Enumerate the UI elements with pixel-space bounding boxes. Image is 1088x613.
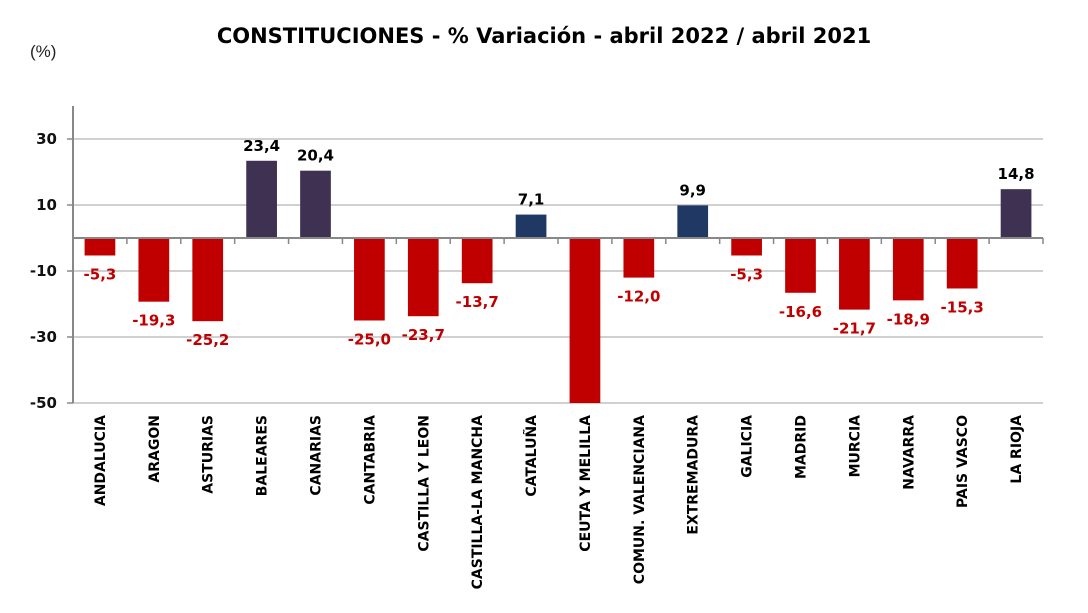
bar [84, 238, 116, 256]
data-label: -18,9 [887, 310, 930, 328]
bar [785, 238, 816, 293]
x-tick-label: CANARIAS [309, 415, 325, 496]
y-tick-label: -50 [30, 394, 57, 412]
bar [138, 238, 170, 302]
data-label: -5,3 [84, 265, 117, 283]
bar [623, 238, 655, 278]
data-label: -25,0 [348, 331, 391, 349]
x-tick-label: BALEARES [255, 415, 271, 496]
x-tick-label: ANDALUCIA [93, 415, 109, 506]
y-tick-label: 30 [36, 130, 57, 148]
bar [677, 205, 709, 238]
x-tick-label: GALICIA [740, 415, 756, 478]
y-axis-unit-label: (%) [30, 42, 56, 61]
data-labels: -5,3 -19,3 -25,2 23,4 20,4 -25,0 -23,7 -13,7 7,1… [84, 137, 1035, 349]
data-label: -25,2 [186, 331, 229, 349]
bar [569, 238, 601, 403]
data-label: 9,9 [679, 181, 706, 199]
data-label: 20,4 [297, 147, 334, 165]
bar [192, 238, 224, 322]
x-tick-label: CASTILLA Y LEON [416, 415, 432, 552]
bar [731, 238, 762, 256]
y-axis-ticks: 30 10 -10 -30 -50 [30, 130, 73, 412]
x-tick-label: ARAGON [147, 415, 163, 483]
x-tick-label: MADRID [794, 415, 810, 479]
bar [300, 170, 331, 238]
x-tick-label: CEUTA Y MELILLA [578, 415, 594, 552]
bar [407, 238, 439, 317]
gridlines [73, 138, 1043, 404]
data-label: 23,4 [243, 137, 280, 155]
data-label: -19,3 [132, 312, 175, 330]
data-label: -12,0 [617, 288, 660, 306]
bar [515, 214, 547, 238]
bars [84, 160, 1032, 403]
y-tick-label: 10 [36, 196, 57, 214]
bar [354, 238, 385, 321]
data-label: -21,7 [833, 320, 876, 338]
data-label: -16,6 [779, 303, 822, 321]
x-tick-label: COMUN. VALENCIANA [632, 415, 648, 584]
bar [892, 238, 924, 301]
x-tick-label: LA RIOJA [1009, 415, 1025, 484]
axes [72, 106, 1044, 403]
x-tick-label: NAVARRA [901, 415, 917, 490]
bar [839, 238, 870, 310]
data-label: -5,3 [730, 265, 763, 283]
bar [246, 160, 277, 238]
data-label: -23,7 [402, 326, 445, 344]
x-tick-label: CASTILLA-LA MANCHA [470, 415, 486, 590]
y-tick-label: -10 [30, 262, 57, 280]
x-tick-label: ASTURIAS [201, 415, 217, 494]
bar [461, 238, 493, 284]
x-axis-tick-labels: ANDALUCIA ARAGON ASTURIAS BALEARES CANARIAS C… [93, 415, 1025, 590]
x-tick-label: EXTREMADURA [686, 415, 702, 535]
data-label: 7,1 [518, 191, 545, 209]
data-label: -13,7 [456, 293, 499, 311]
x-tick-label: CANTABRIA [362, 415, 378, 505]
chart-title: CONSTITUCIONES - % Variación - abril 202… [217, 24, 871, 48]
x-tick-label: MURCIA [847, 415, 863, 478]
data-label: 14,8 [998, 165, 1035, 183]
x-tick-label: PAIS VASCO [955, 415, 971, 508]
x-tick-label: CATALUÑA [523, 415, 540, 497]
data-label: -15,3 [941, 298, 984, 316]
y-tick-label: -30 [30, 328, 57, 346]
bar [946, 238, 978, 289]
bar [1000, 189, 1032, 238]
